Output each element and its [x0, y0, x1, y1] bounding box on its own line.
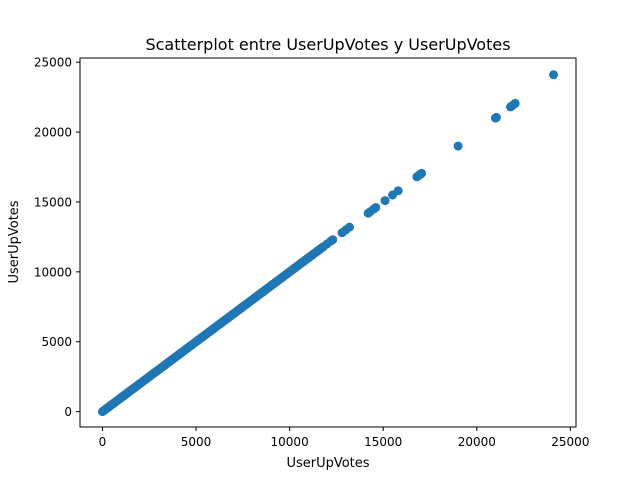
chart-title: Scatterplot entre UserUpVotes y UserUpVo… [145, 35, 510, 54]
scatter-point [380, 196, 390, 206]
y-tick-label: 15000 [34, 195, 72, 209]
y-axis-label: UserUpVotes [7, 200, 22, 283]
plot-frame [79, 57, 577, 428]
x-tick-label: 5000 [181, 435, 212, 449]
x-tick-label: 20000 [458, 435, 496, 449]
plot-area [97, 70, 559, 417]
y-tick-label: 20000 [34, 126, 72, 140]
scatter-point [491, 112, 501, 122]
x-tick-label: 0 [99, 435, 107, 449]
scatter-point [371, 203, 381, 213]
x-tick-label: 15000 [364, 435, 402, 449]
x-axis: 0 5000 10000 15000 20000 25000 [99, 427, 589, 449]
y-tick-label: 25000 [34, 56, 72, 70]
y-tick-label: 0 [64, 405, 72, 419]
y-tick-label: 5000 [41, 335, 72, 349]
y-tick-label: 10000 [34, 265, 72, 279]
x-tick-label: 10000 [271, 435, 309, 449]
scatter-point [417, 168, 427, 178]
scatter-point [393, 186, 403, 196]
scatter-point [345, 222, 355, 232]
scatter-point [549, 70, 559, 80]
x-axis-label: UserUpVotes [286, 456, 369, 471]
scatter-point [328, 235, 338, 245]
scatter-point [510, 98, 520, 108]
scatter-point [453, 141, 463, 151]
x-tick-label: 25000 [551, 435, 589, 449]
y-axis: 0 5000 10000 15000 20000 25000 [34, 56, 80, 419]
